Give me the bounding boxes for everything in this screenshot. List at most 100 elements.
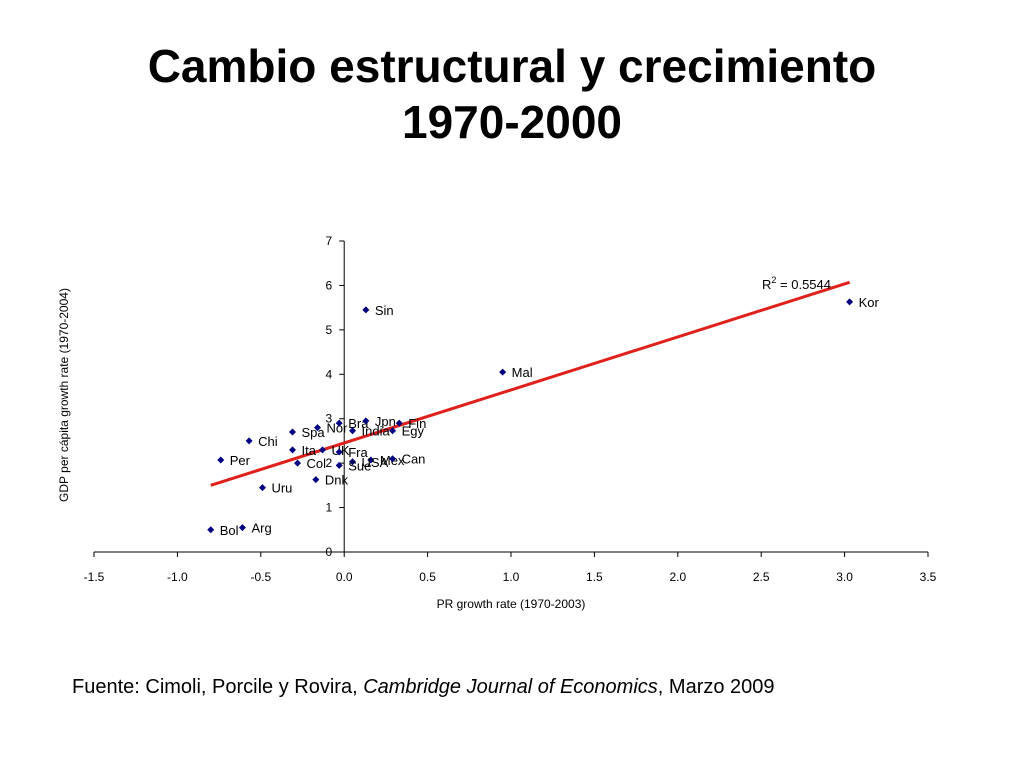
r-squared-value: = 0.5544 xyxy=(776,277,831,292)
data-point: India xyxy=(349,424,390,439)
data-point: Dnk xyxy=(312,473,348,488)
point-label: Sin xyxy=(375,303,394,318)
data-point: Sue xyxy=(335,458,371,473)
point-marker xyxy=(389,455,397,463)
trendline xyxy=(210,280,851,487)
point-marker xyxy=(335,448,343,456)
x-axis-title: PR growth rate (1970-2003) xyxy=(437,597,586,611)
point-marker xyxy=(312,476,320,484)
data-point: Kor xyxy=(846,295,880,310)
point-marker xyxy=(367,456,375,464)
data-point: USA xyxy=(349,455,389,470)
slide-title-line-1: Cambio estructural y crecimiento xyxy=(147,40,877,92)
data-point: Ita xyxy=(288,443,317,458)
y-tick-label: 6 xyxy=(326,278,333,292)
data-point: Bol xyxy=(207,523,239,538)
x-tick-label: -1.5 xyxy=(84,570,105,584)
y-tick-label: 1 xyxy=(326,501,333,515)
point-label: India xyxy=(362,424,391,439)
data-point: Mal xyxy=(499,365,533,380)
x-tick-label: 2.0 xyxy=(669,570,686,584)
r-squared-label: R2 = 0.5544 xyxy=(762,275,831,292)
x-tick-label: 0.5 xyxy=(419,570,436,584)
data-point: Sin xyxy=(362,303,394,318)
y-tick-label: 0 xyxy=(326,545,333,559)
point-label: Chi xyxy=(258,434,278,449)
point-label: Col xyxy=(306,456,326,471)
point-label: Fin xyxy=(408,416,426,431)
point-marker xyxy=(395,419,403,427)
point-marker xyxy=(288,428,296,436)
point-marker xyxy=(314,424,322,432)
x-tick-label: -0.5 xyxy=(250,570,271,584)
data-point: Spa xyxy=(288,425,325,440)
y-tick-label: 7 xyxy=(326,234,333,248)
point-marker xyxy=(245,437,253,445)
point-label: Sue xyxy=(348,458,371,473)
point-label: Uru xyxy=(271,481,292,496)
data-point: Egy xyxy=(389,424,424,439)
point-label: Per xyxy=(230,453,251,468)
trendline-layer xyxy=(210,280,851,487)
x-tick-label: 2.5 xyxy=(753,570,770,584)
point-marker xyxy=(207,526,215,534)
source-note: Fuente: Cimoli, Porcile y Rovira, Cambri… xyxy=(72,676,775,699)
source-suffix: , Marzo 2009 xyxy=(657,676,775,698)
point-marker xyxy=(217,456,225,464)
point-marker xyxy=(335,419,343,427)
y-tick-label: 3 xyxy=(326,412,333,426)
point-label: Bol xyxy=(220,523,239,538)
point-label: Spa xyxy=(301,425,325,440)
point-marker xyxy=(349,427,357,435)
point-label: Kor xyxy=(859,295,880,310)
point-marker xyxy=(238,524,246,532)
data-point: Uru xyxy=(258,481,292,496)
point-marker xyxy=(499,368,507,376)
r-squared-prefix: R xyxy=(762,277,771,292)
source-journal: Cambridge Journal of Economics xyxy=(363,676,658,698)
source-prefix: Fuente: Cimoli, Porcile y Rovira, xyxy=(72,676,364,698)
data-point: Nor xyxy=(314,421,348,436)
point-label: Nor xyxy=(327,421,349,436)
slide-title-line-2: 1970-2000 xyxy=(402,96,622,148)
point-marker xyxy=(362,417,370,425)
data-point: Fin xyxy=(395,416,426,431)
data-points: KorSinMalBraJpnFinNorIndiaEgySpaChiItaUK… xyxy=(207,295,880,538)
data-point: Can xyxy=(389,452,425,467)
point-marker xyxy=(846,298,854,306)
point-marker xyxy=(319,446,327,454)
point-marker xyxy=(293,459,301,467)
point-label: Mal xyxy=(512,365,533,380)
point-label: Fra xyxy=(348,445,368,460)
point-label: Dnk xyxy=(325,473,349,488)
data-point: Jpn xyxy=(362,414,396,429)
y-tick-label: 5 xyxy=(326,323,333,337)
y-tick-label: 4 xyxy=(326,367,333,381)
point-label: Can xyxy=(402,452,426,467)
data-point: Arg xyxy=(238,521,272,536)
point-label: Egy xyxy=(402,424,425,439)
x-tick-label: 3.5 xyxy=(920,570,937,584)
data-point: Col xyxy=(293,456,326,471)
point-label: Arg xyxy=(251,521,271,536)
point-marker xyxy=(258,484,266,492)
point-label: USA xyxy=(362,455,389,470)
x-tick-label: 3.0 xyxy=(836,570,853,584)
axes: -1.5 -1.0 -0.5 0.0 0.5 1.0 1.5 2.0 2.5 3.0 3.5 0 1 2 3… xyxy=(84,234,937,584)
point-marker xyxy=(335,461,343,469)
x-tick-label: 1.0 xyxy=(503,570,520,584)
point-marker xyxy=(288,446,296,454)
y-axis-title: GDP per cápita growth rate (1970-2004) xyxy=(57,288,71,502)
y-tick-label: 2 xyxy=(326,456,333,470)
x-tick-label: 1.5 xyxy=(586,570,603,584)
data-point: Fra xyxy=(335,445,368,460)
x-tick-label: 0.0 xyxy=(336,570,353,584)
point-marker xyxy=(349,458,357,466)
point-label: Jpn xyxy=(375,414,396,429)
slide-title: Cambio estructural y crecimiento 1970-20… xyxy=(0,38,1024,150)
r-squared-superscript: 2 xyxy=(771,275,776,285)
data-point: Per xyxy=(217,453,251,468)
point-marker xyxy=(362,306,370,314)
point-label: Ita xyxy=(301,443,316,458)
